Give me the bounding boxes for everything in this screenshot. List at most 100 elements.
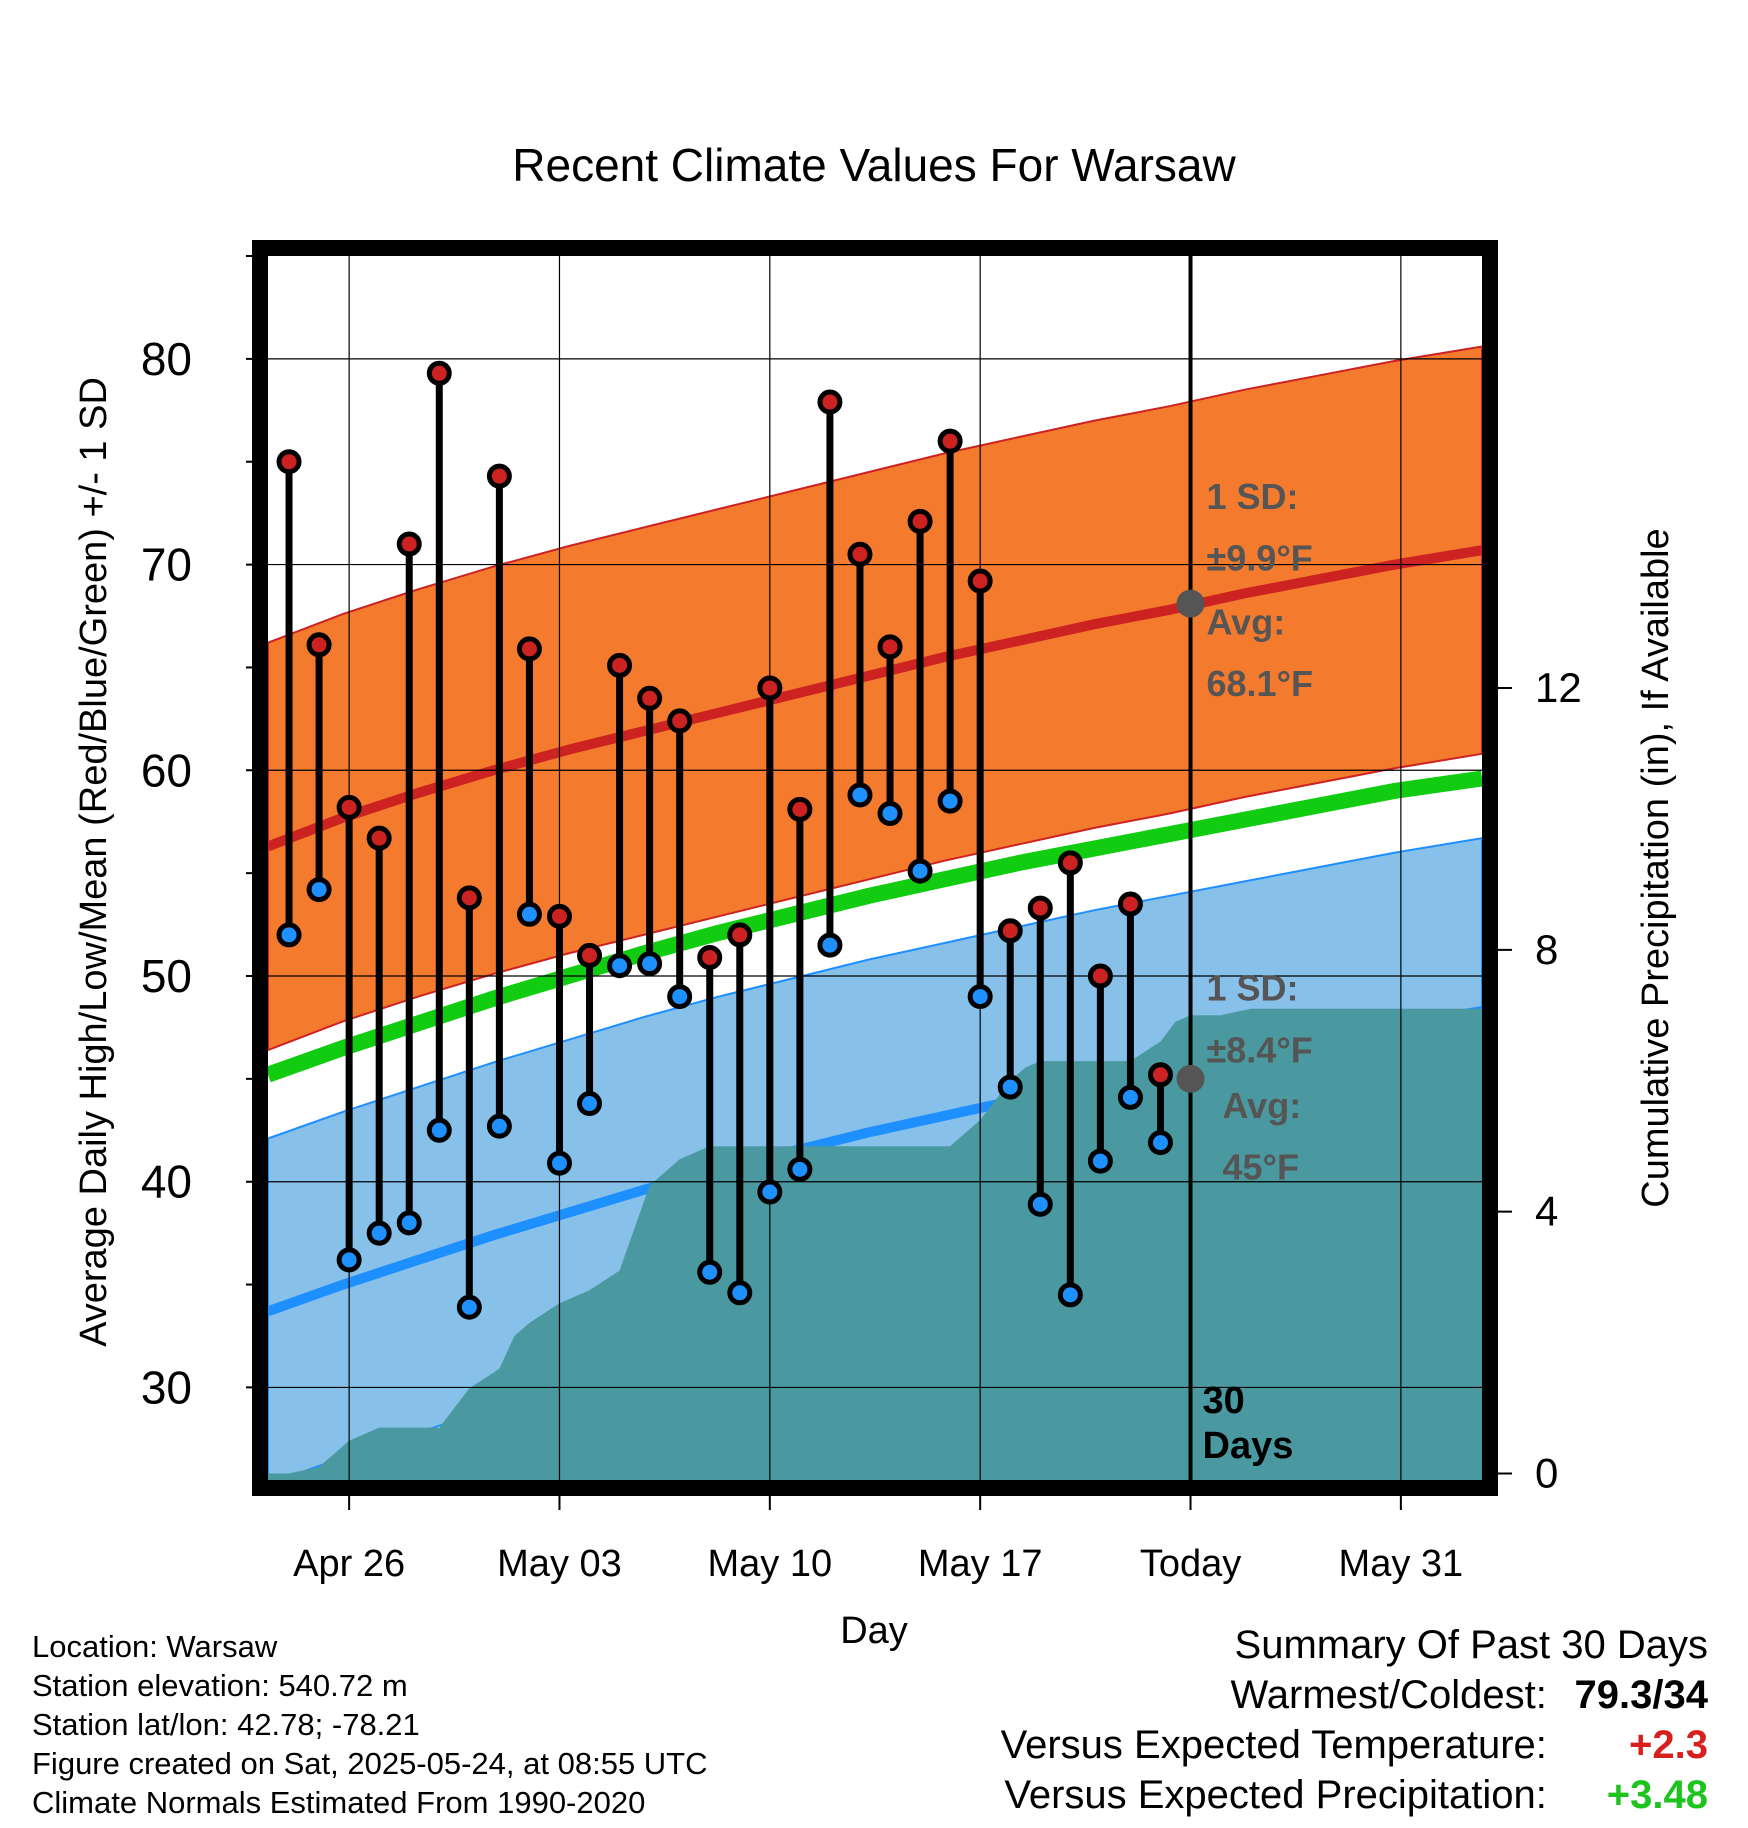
low-temp-dot	[907, 858, 933, 884]
low-temp-dot	[967, 984, 993, 1010]
days-label: 30	[1203, 1380, 1245, 1422]
high-temp-dot	[757, 675, 783, 701]
precip-anomaly-label: Versus Expected Precipitation:	[1004, 1773, 1547, 1817]
low-temp-dot	[1087, 1148, 1113, 1174]
y-axis-label: Average Daily High/Low/Mean (Red/Blue/Gr…	[73, 377, 115, 1347]
high-temp-dot	[516, 636, 542, 662]
low-temp-dot	[577, 1091, 603, 1117]
low-temp-dot	[847, 782, 873, 808]
high-temp-dot	[1117, 891, 1143, 917]
y2-axis-label: Cumulative Precipitation (in), If Availa…	[1635, 528, 1677, 1207]
plot-frame	[252, 240, 1498, 1496]
low-temp-dot	[997, 1074, 1023, 1100]
x-tick-label: May 17	[918, 1543, 1043, 1585]
temp-anomaly-value: +2.3	[1629, 1723, 1708, 1767]
precip-anomaly-value: +3.48	[1606, 1773, 1708, 1817]
high-temp-dot	[1147, 1062, 1173, 1088]
high-temp-dot	[366, 825, 392, 851]
low-temp-dot	[426, 1117, 452, 1143]
latlon-text: Station lat/lon: 42.78; -78.21	[32, 1707, 420, 1742]
y2-tick-label: 0	[1535, 1449, 1558, 1496]
summary-title: Summary Of Past 30 Days	[1234, 1623, 1708, 1667]
elevation-text: Station elevation: 540.72 m	[32, 1668, 408, 1703]
y-tick-label: 70	[141, 539, 192, 591]
low-temp-dot	[817, 932, 843, 958]
summary-warmest-row: Warmest/Coldest: 79.3/34	[1001, 1670, 1709, 1720]
normals-text: Climate Normals Estimated From 1990-2020	[32, 1785, 646, 1820]
high-temp-dot	[907, 508, 933, 534]
high-temp-dot	[637, 685, 663, 711]
low-temp-dot	[757, 1179, 783, 1205]
high-temp-dot	[396, 531, 422, 557]
created-text: Figure created on Sat, 2025-05-24, at 08…	[32, 1746, 708, 1781]
today-high-normal-marker	[1176, 589, 1205, 618]
high-sd-value: ±9.9°F	[1207, 538, 1313, 579]
low-temp-dot	[1057, 1282, 1083, 1308]
high-temp-dot	[577, 942, 603, 968]
x-tick-label: May 03	[497, 1543, 622, 1585]
high-temp-dot	[1057, 850, 1083, 876]
y2-tick-label: 8	[1535, 926, 1558, 973]
chart-title: Recent Climate Values For Warsaw	[512, 139, 1236, 191]
y-tick-label: 60	[141, 744, 192, 796]
high-temp-dot	[697, 944, 723, 970]
summary-panel: Summary Of Past 30 Days Warmest/Coldest:…	[1001, 1620, 1708, 1820]
normal-high-line	[266, 545, 1483, 852]
low-temp-dot	[306, 877, 332, 903]
y2-tick-label: 12	[1535, 664, 1582, 711]
low-avg-label: Avg:	[1223, 1085, 1302, 1126]
low-temp-dot	[607, 953, 633, 979]
high-temp-dot	[787, 796, 813, 822]
high-temp-dot	[486, 463, 512, 489]
high-temp-dot	[456, 885, 482, 911]
x-tick-label: Apr 26	[293, 1543, 405, 1585]
high-temp-dot	[306, 632, 332, 658]
today-low-normal-marker	[1176, 1064, 1205, 1093]
low-avg-value: 45°F	[1223, 1147, 1299, 1188]
high-temp-dot	[1027, 895, 1053, 921]
high-avg-value: 68.1°F	[1207, 663, 1313, 704]
low-temp-dot	[1117, 1084, 1143, 1110]
high-temp-dot	[727, 922, 753, 948]
low-temp-dot	[456, 1294, 482, 1320]
high-temp-dot	[546, 903, 572, 929]
warmest-value: 79.3/34	[1574, 1673, 1708, 1717]
low-temp-dot	[396, 1210, 422, 1236]
high-temp-dot	[607, 652, 633, 678]
low-temp-dot	[1147, 1130, 1173, 1156]
precip-area	[268, 1008, 1482, 1480]
low-sd-value: ±8.4°F	[1207, 1029, 1313, 1070]
low-temp-dot	[546, 1150, 572, 1176]
x-axis-label: Day	[840, 1610, 908, 1652]
high-temp-dot	[937, 428, 963, 454]
low-temp-dot	[516, 901, 542, 927]
low-temp-dot	[336, 1247, 362, 1273]
summary-temp-row: Versus Expected Temperature: +2.3	[1001, 1720, 1708, 1770]
y2-tick-label: 4	[1535, 1188, 1558, 1235]
y-tick-label: 30	[141, 1361, 192, 1413]
low-temp-dot	[937, 788, 963, 814]
high-temp-dot	[1087, 963, 1113, 989]
high-temp-dot	[276, 449, 302, 475]
days-label: Days	[1203, 1425, 1294, 1467]
station-info: Location: Warsaw Station elevation: 540.…	[32, 1627, 708, 1822]
low-temp-dot	[366, 1220, 392, 1246]
low-temp-dot	[787, 1156, 813, 1182]
x-tick-label: Today	[1140, 1543, 1241, 1585]
location-text: Location: Warsaw	[32, 1629, 278, 1664]
low-temp-dot	[697, 1259, 723, 1285]
y-tick-label: 80	[141, 333, 192, 385]
high-temp-dot	[336, 794, 362, 820]
y-tick-label: 50	[141, 950, 192, 1002]
y-tick-label: 40	[141, 1156, 192, 1208]
low-temp-dot	[486, 1113, 512, 1139]
high-temp-dot	[817, 389, 843, 415]
high-temp-dot	[997, 918, 1023, 944]
low-temp-dot	[727, 1280, 753, 1306]
x-tick-label: May 10	[708, 1543, 833, 1585]
low-temp-dot	[637, 951, 663, 977]
high-temp-dot	[967, 568, 993, 594]
low-temp-dot	[877, 800, 903, 826]
low-temp-dot	[667, 984, 693, 1010]
